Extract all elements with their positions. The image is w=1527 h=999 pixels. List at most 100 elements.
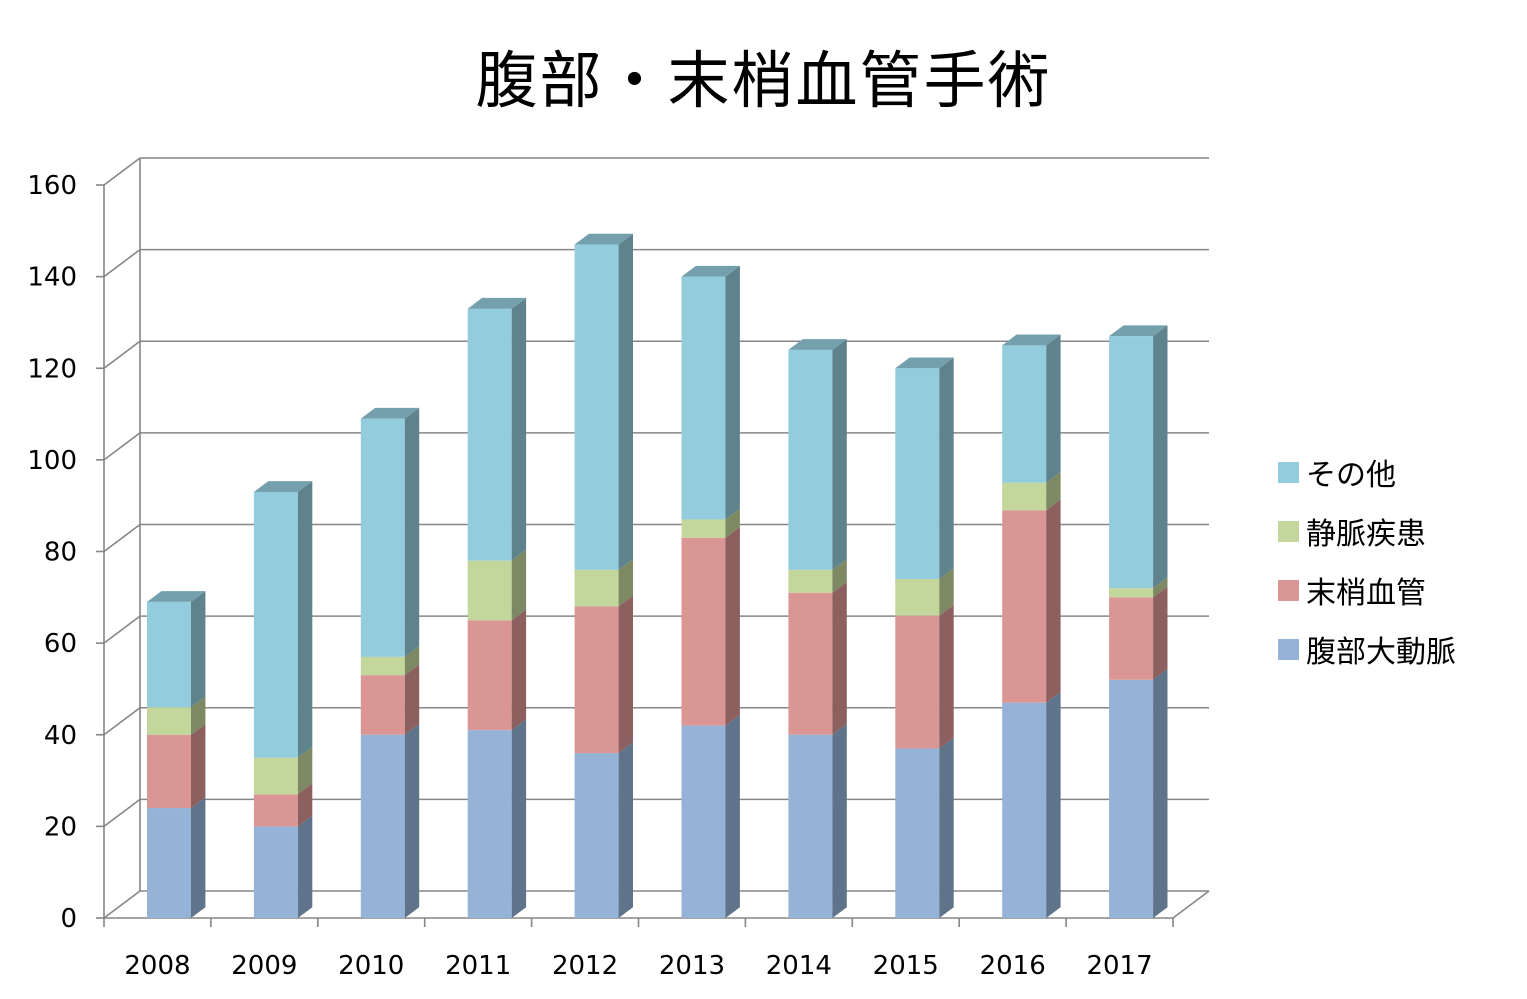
x-tick-label-2016: 2016	[980, 951, 1046, 981]
bar-side-2008-series-1	[191, 723, 206, 809]
bar-side-2011-series-0	[511, 719, 527, 918]
bar-2016-series-2	[1002, 482, 1047, 511]
bar-stack-2017	[1109, 325, 1168, 918]
bar-side-2010-series-2	[404, 646, 420, 676]
bar-top-2015	[895, 357, 954, 369]
bar-top-2017	[1109, 325, 1168, 337]
y-tick-label-140: 140	[27, 263, 77, 293]
bar-side-2015-series-1	[939, 604, 954, 749]
bar-stack-2014	[788, 339, 847, 918]
bar-top-2014	[788, 339, 847, 350]
bar-stack-2009	[253, 481, 313, 918]
bar-top-2010	[360, 407, 420, 419]
gridline-side-20	[103, 798, 141, 828]
x-tick-label-2013: 2013	[659, 951, 725, 981]
y-tick-label-20: 20	[44, 812, 77, 842]
bar-side-2015-series-2	[939, 568, 954, 616]
bar-side-2016-series-1	[1046, 499, 1061, 703]
bar-2017-series-0	[1109, 679, 1154, 918]
legend-label-0: その他	[1306, 458, 1396, 493]
x-tick-label-2017: 2017	[1086, 951, 1152, 981]
bar-2010-series-0	[360, 734, 405, 918]
bar-side-2017-series-0	[1153, 668, 1168, 918]
bar-2010-series-1	[360, 675, 405, 735]
legend-label-1: 静脈疾患	[1306, 517, 1426, 552]
bar-2013-series-2	[681, 519, 726, 538]
bar-side-2017-series-3	[1153, 325, 1168, 589]
bar-2012-series-3	[574, 244, 619, 570]
bar-stack-2016	[1002, 334, 1061, 918]
bar-stack-2008	[147, 591, 206, 918]
bar-2011-series-0	[467, 730, 512, 918]
bar-side-2014-series-0	[832, 723, 847, 918]
bar-side-2012-series-2	[618, 559, 633, 607]
bar-top-2008	[147, 591, 206, 602]
bar-stack-2010	[360, 407, 420, 918]
y-tick-label-80: 80	[44, 538, 77, 568]
y-tick-label-120: 120	[27, 354, 77, 384]
bar-2015-series-3	[895, 368, 940, 579]
y-tick-label-40: 40	[44, 721, 77, 751]
x-tick-label-2014: 2014	[766, 951, 832, 981]
gridline-side-60	[103, 615, 141, 644]
bar-top-2012	[574, 233, 633, 245]
bar-2013-series-3	[681, 276, 726, 520]
y-tick-label-160: 160	[27, 171, 77, 201]
legend-label-3: 腹部大動脈	[1306, 635, 1456, 670]
bar-side-2011-series-2	[511, 549, 527, 621]
bar-side-2016-series-3	[1046, 334, 1061, 483]
bar-2008-series-1	[147, 734, 191, 809]
gridline-side-80	[103, 523, 141, 553]
bar-side-2011-series-1	[511, 609, 527, 731]
bar-2011-series-1	[467, 620, 512, 731]
x-tick-label-2015: 2015	[873, 951, 939, 981]
gridline-side-40	[103, 707, 141, 736]
gridline-side-120	[103, 340, 141, 369]
bar-2008-series-3	[147, 601, 191, 708]
y-tick-label-100: 100	[27, 446, 77, 476]
y-tick-label-0: 0	[60, 904, 77, 934]
bar-side-2013-series-3	[725, 265, 740, 520]
bar-side-2008-series-0	[191, 797, 206, 918]
bar-side-2013-series-1	[725, 526, 740, 726]
bar-side-2010-series-0	[404, 723, 420, 918]
bar-side-2015-series-3	[939, 357, 954, 579]
bar-side-2017-series-2	[1153, 577, 1168, 598]
bar-side-2017-series-1	[1153, 586, 1168, 680]
bar-side-2012-series-3	[618, 233, 633, 570]
gridline-side-0	[103, 890, 141, 919]
bar-side-2011-series-3	[511, 297, 527, 561]
gridline-side-140	[103, 248, 141, 278]
legend-label-2: 末梢血管	[1306, 576, 1426, 611]
bar-side-2014-series-1	[832, 581, 847, 735]
bar-2011-series-2	[467, 560, 512, 621]
chart-title: 腹部・末梢血管手術	[475, 44, 1052, 117]
bar-2017-series-1	[1109, 597, 1154, 680]
bar-2010-series-2	[360, 656, 405, 676]
bar-2016-series-1	[1002, 510, 1047, 703]
bar-2013-series-1	[681, 537, 726, 726]
bar-2016-series-0	[1002, 702, 1047, 918]
gridline-side-100	[103, 432, 141, 461]
bar-top-2016	[1002, 334, 1061, 346]
bar-side-2013-series-0	[725, 714, 740, 918]
gridline-side-160	[103, 157, 141, 186]
bar-stack-2012	[574, 233, 633, 918]
bar-side-2009-series-0	[297, 815, 313, 918]
bar-2009-series-3	[253, 491, 298, 758]
bar-side-2013-series-2	[725, 508, 740, 538]
bar-stack-2013	[681, 265, 740, 918]
x-tick-label-2009: 2009	[231, 951, 297, 981]
bar-2016-series-3	[1002, 345, 1047, 483]
bar-2017-series-2	[1109, 588, 1154, 598]
bar-2014-series-2	[788, 569, 833, 593]
bar-side-2010-series-3	[404, 407, 420, 657]
bar-2014-series-0	[788, 734, 833, 918]
legend-swatch-1	[1278, 521, 1299, 542]
bar-top-2011	[467, 297, 527, 309]
bar-side-2008-series-3	[191, 591, 206, 708]
bar-2012-series-1	[574, 606, 619, 754]
bar-side-2012-series-0	[618, 742, 633, 918]
